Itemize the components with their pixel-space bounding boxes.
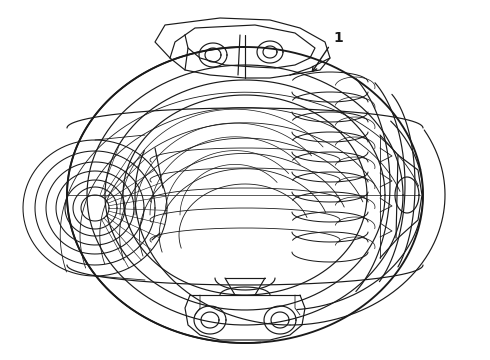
Text: 1: 1 — [333, 31, 343, 45]
